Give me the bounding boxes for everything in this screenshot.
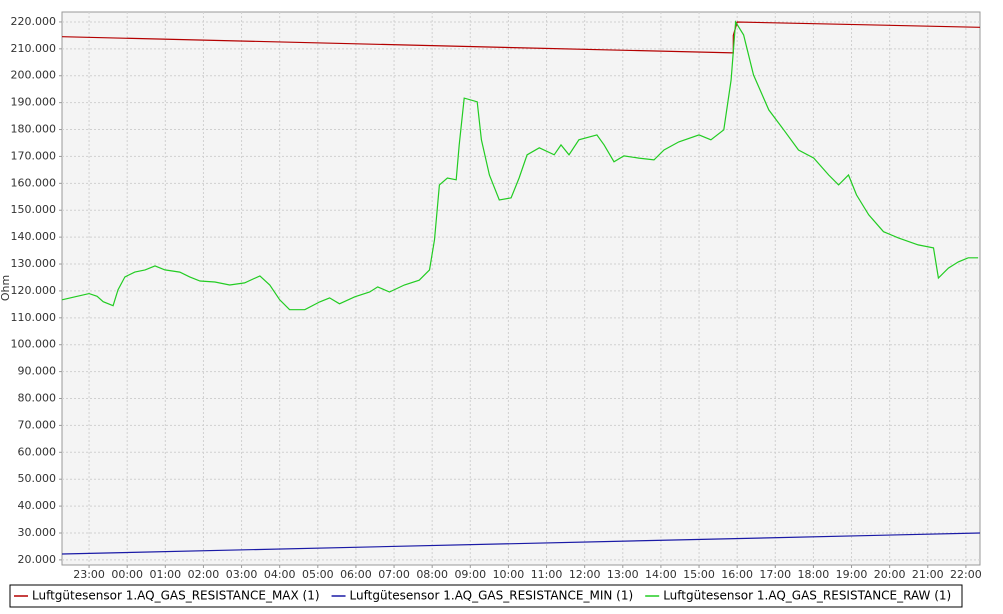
y-tick-label: 210.000 xyxy=(11,42,57,55)
x-tick-label: 19:00 xyxy=(836,568,868,581)
x-tick-label: 16:00 xyxy=(721,568,753,581)
y-tick-label: 140.000 xyxy=(11,230,57,243)
y-tick-label: 160.000 xyxy=(11,176,57,189)
y-tick-label: 40.000 xyxy=(18,499,57,512)
legend-box xyxy=(9,584,963,608)
y-tick-label: 60.000 xyxy=(18,445,57,458)
x-tick-label: 10:00 xyxy=(493,568,525,581)
x-tick-label: 05:00 xyxy=(302,568,334,581)
y-tick-label: 20.000 xyxy=(18,553,57,566)
x-tick-label: 11:00 xyxy=(531,568,563,581)
legend-label: Luftgütesensor 1.AQ_GAS_RESISTANCE_MAX (… xyxy=(32,589,320,603)
y-tick-label: 50.000 xyxy=(18,472,57,485)
y-tick-label: 200.000 xyxy=(11,69,57,82)
x-tick-label: 12:00 xyxy=(569,568,601,581)
series-line xyxy=(61,21,981,54)
series-line xyxy=(61,532,981,555)
y-axis-label: Ohm xyxy=(0,275,12,301)
y-tick-label: 100.000 xyxy=(11,338,57,351)
x-tick-label: 07:00 xyxy=(378,568,410,581)
legend-label: Luftgütesensor 1.AQ_GAS_RESISTANCE_RAW (… xyxy=(663,589,951,603)
x-tick-label: 06:00 xyxy=(340,568,372,581)
x-tick-label: 09:00 xyxy=(454,568,486,581)
series-line xyxy=(61,20,979,311)
y-tick-label: 80.000 xyxy=(18,392,57,405)
x-tick-label: 20:00 xyxy=(874,568,906,581)
x-tick-label: 01:00 xyxy=(149,568,181,581)
x-tick-label: 04:00 xyxy=(264,568,296,581)
x-tick-label: 15:00 xyxy=(683,568,715,581)
y-tick-label: 120.000 xyxy=(11,284,57,297)
plot-area xyxy=(61,11,981,566)
y-tick-label: 110.000 xyxy=(11,311,57,324)
y-tick-label: 180.000 xyxy=(11,123,57,136)
x-tick-label: 23:00 xyxy=(73,568,105,581)
y-tick-label: 30.000 xyxy=(18,526,57,539)
x-tick-label: 00:00 xyxy=(111,568,143,581)
legend-label: Luftgütesensor 1.AQ_GAS_RESISTANCE_MIN (… xyxy=(350,589,634,603)
y-tick-label: 190.000 xyxy=(11,96,57,109)
x-tick-label: 02:00 xyxy=(188,568,220,581)
x-tick-label: 13:00 xyxy=(607,568,639,581)
x-tick-label: 21:00 xyxy=(912,568,944,581)
y-tick-label: 70.000 xyxy=(18,418,57,431)
y-tick-label: 220.000 xyxy=(11,15,57,28)
y-tick-label: 170.000 xyxy=(11,149,57,162)
x-tick-label: 14:00 xyxy=(645,568,677,581)
x-tick-label: 22:00 xyxy=(950,568,982,581)
x-tick-label: 18:00 xyxy=(798,568,830,581)
x-tick-label: 17:00 xyxy=(759,568,791,581)
y-tick-label: 130.000 xyxy=(11,257,57,270)
y-tick-label: 90.000 xyxy=(18,365,57,378)
y-tick-label: 150.000 xyxy=(11,203,57,216)
x-tick-label: 03:00 xyxy=(226,568,258,581)
x-tick-label: 08:00 xyxy=(416,568,448,581)
